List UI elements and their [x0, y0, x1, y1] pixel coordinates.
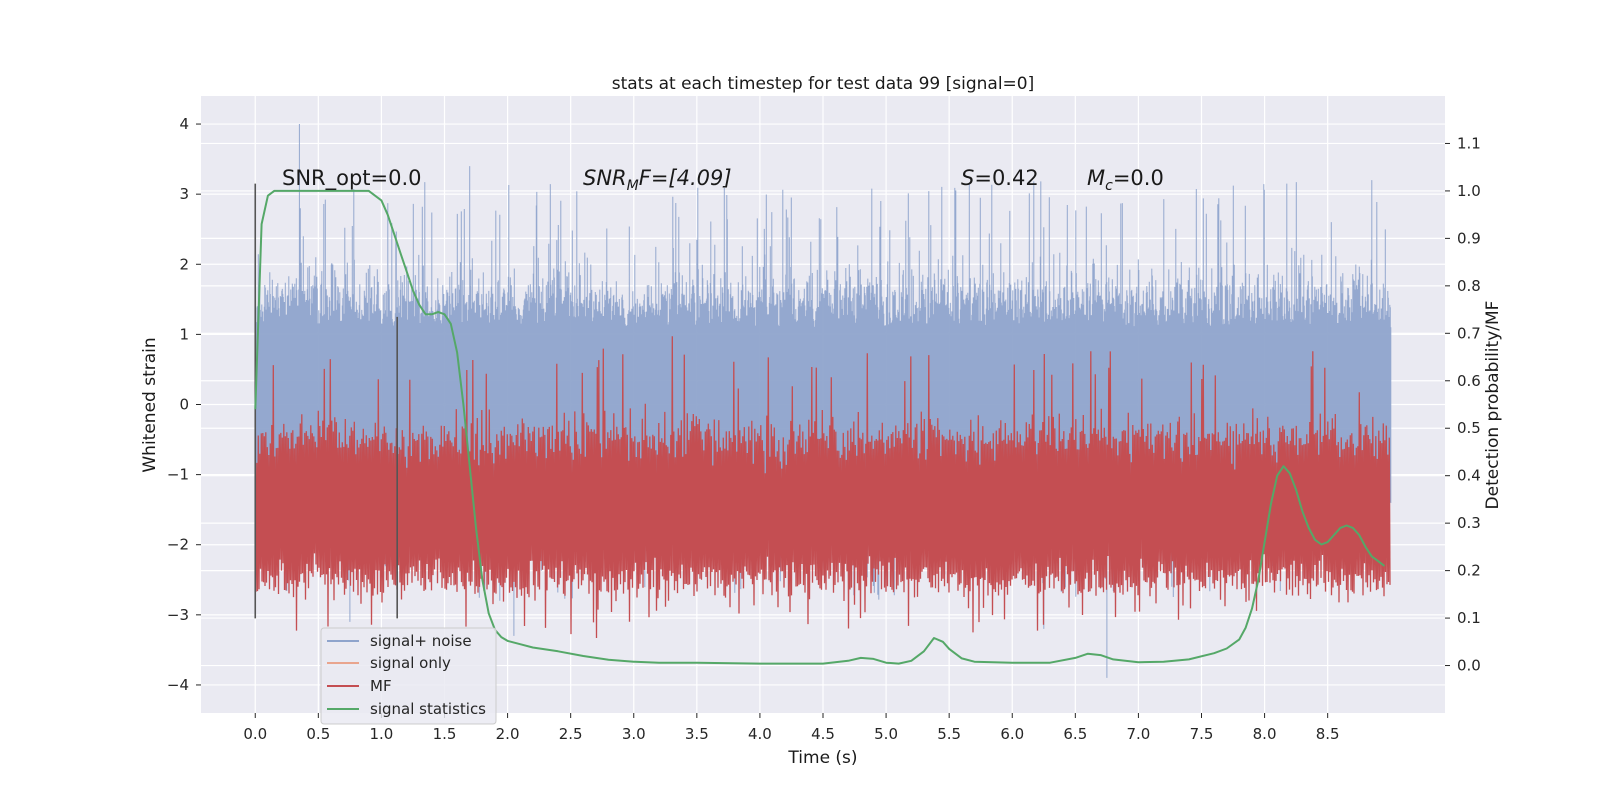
x-tick-label-11: 5.5: [937, 725, 961, 743]
y2-tick-label-10: 0.1: [1457, 609, 1481, 627]
y2-tick-label-8: 0.3: [1457, 514, 1481, 532]
x-tick-label-3: 1.5: [433, 725, 457, 743]
x-tick-label-8: 4.0: [748, 725, 772, 743]
y-tick-label-1: 3: [179, 185, 189, 203]
y-tick-label-2: 2: [179, 255, 189, 273]
y2-tick-label-5: 0.6: [1457, 372, 1481, 390]
y2-tick-label-11: 0.0: [1457, 657, 1481, 675]
annotation-snr-opt: SNR_opt=0.0: [282, 166, 422, 191]
annotation-snr-mf: SNRMF=[4.09]: [583, 166, 732, 194]
y-tick-label-0: 4: [179, 115, 189, 133]
mf-series: [254, 336, 1391, 639]
signal-statistics-series: [254, 189, 1386, 665]
x-tick-label-15: 7.5: [1190, 725, 1214, 743]
x-axis-label: Time (s): [787, 748, 857, 768]
x-tick-label-16: 8.0: [1253, 725, 1277, 743]
y-axis-left: 4 3 2 1 0 −1 −2 −3 −4: [167, 115, 201, 694]
y-tick-label-6: −2: [167, 536, 189, 554]
x-tick-label-0: 0.0: [243, 725, 267, 743]
mf-trace: [254, 336, 1391, 639]
x-tick-label-7: 3.5: [685, 725, 709, 743]
chart-title: stats at each timestep for test data 99 …: [612, 74, 1035, 94]
legend: signal+ noise signal only MF signal stat…: [320, 627, 497, 725]
x-tick-label-2: 1.0: [369, 725, 393, 743]
y-axis-label: Whitened strain: [140, 337, 160, 472]
annotation-s-var: S: [961, 166, 974, 190]
x-tick-label-12: 6.0: [1000, 725, 1024, 743]
signal-statistics-line: [254, 189, 1386, 665]
y2-tick-label-4: 0.7: [1457, 324, 1481, 342]
y2-tick-label-2: 0.9: [1457, 229, 1481, 247]
x-tick-label-13: 6.5: [1063, 725, 1087, 743]
y-tick-label-5: −1: [167, 466, 189, 484]
x-tick-label-9: 4.5: [811, 725, 835, 743]
y2-tick-label-0: 1.1: [1457, 134, 1481, 152]
y2-tick-label-9: 0.2: [1457, 562, 1481, 580]
y2-tick-label-6: 0.5: [1457, 419, 1481, 437]
annotation-snr-mf-pre: SNR: [583, 166, 627, 190]
y2-axis-label: Detection probability/MF: [1483, 301, 1503, 510]
x-tick-label-17: 8.5: [1316, 725, 1340, 743]
y2-tick-label-7: 0.4: [1457, 467, 1481, 485]
annotation-snr-mf-sub: M: [627, 178, 639, 194]
x-tick-label-6: 3.0: [622, 725, 646, 743]
x-tick-label-5: 2.5: [559, 725, 583, 743]
annotation-mc-val: =0.0: [1113, 166, 1164, 190]
x-tick-label-10: 5.0: [874, 725, 898, 743]
y-tick-label-7: −3: [167, 606, 189, 624]
annotation-snr-mf-post: F=[4.09]: [639, 166, 732, 190]
annotation-mc-var: M: [1087, 166, 1105, 190]
legend-label-mf: MF: [370, 677, 392, 695]
annotation-mc: Mc=0.0: [1087, 166, 1164, 194]
annotation-s: S=0.42: [961, 166, 1039, 190]
x-tick-label-14: 7.0: [1126, 725, 1150, 743]
y-tick-label-4: 0: [179, 396, 189, 414]
x-axis: 0.0 0.5 1.0 1.5 2.0 2.5 3.0 3.5 4.0 4.5 5.0 5.5 6.0 6…: [243, 713, 1340, 743]
annotation-mc-sub: c: [1105, 178, 1113, 194]
legend-box: [320, 627, 497, 725]
y-axis-right: 1.1 1.0 0.9 0.8 0.7 0.6 0.5 0.4 0.3 0.2 0.1 0.0: [1445, 134, 1481, 675]
annotation-s-val: =0.42: [974, 166, 1038, 190]
legend-label-noise: signal+ noise: [370, 632, 472, 650]
x-tick-label-4: 2.0: [496, 725, 520, 743]
y2-tick-label-1: 1.0: [1457, 182, 1481, 200]
legend-label-stats: signal statistics: [370, 700, 486, 718]
y-tick-label-3: 1: [179, 325, 189, 343]
x-tick-label-1: 0.5: [306, 725, 330, 743]
legend-label-signal-only: signal only: [370, 654, 451, 672]
y-tick-label-8: −4: [167, 676, 189, 694]
y2-tick-label-3: 0.8: [1457, 277, 1481, 295]
